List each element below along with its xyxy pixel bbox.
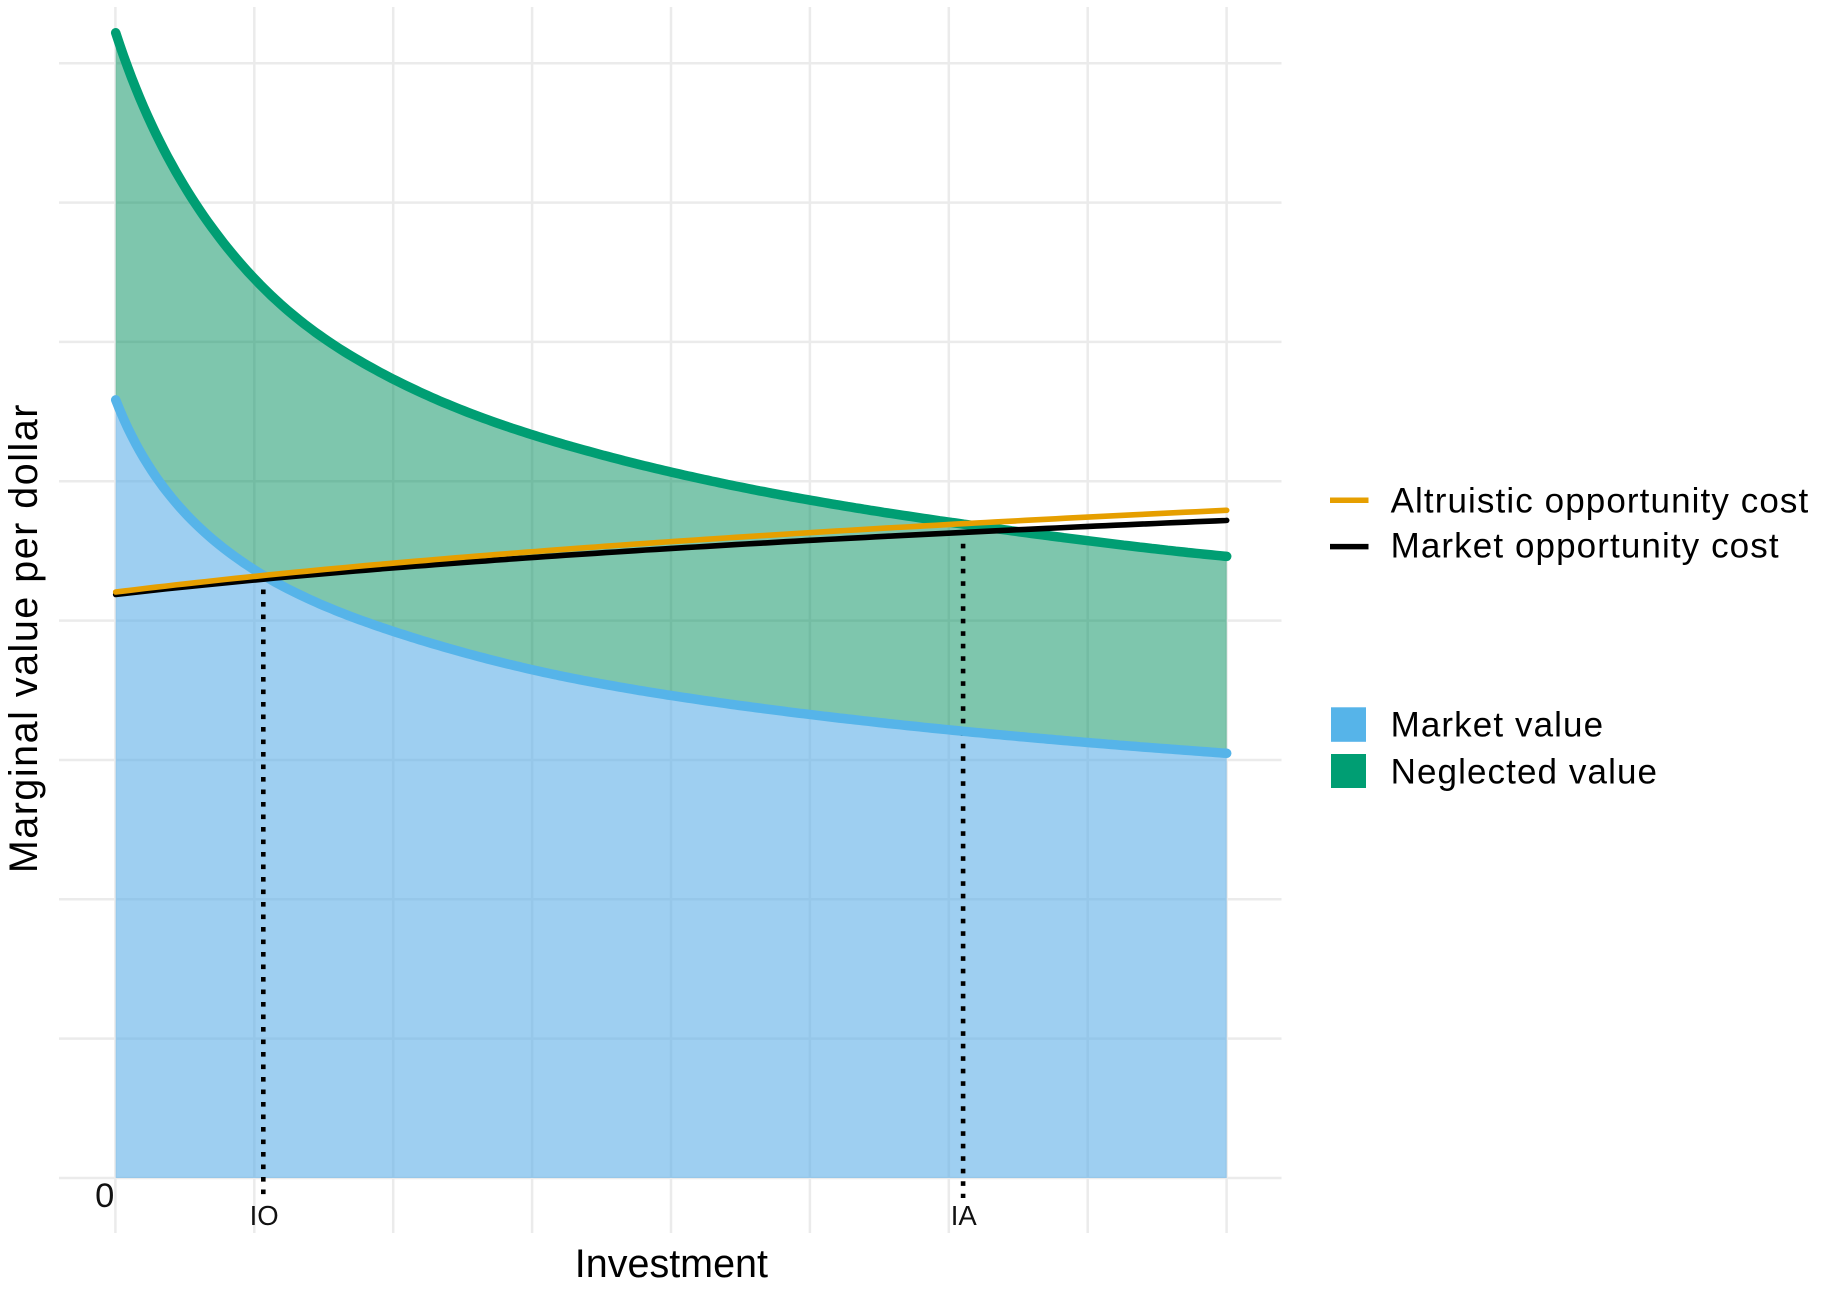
svg-text:Market value: Market value [1391, 706, 1605, 745]
svg-text:Market opportunity cost: Market opportunity cost [1391, 527, 1780, 566]
svg-text:0: 0 [95, 1177, 114, 1215]
svg-text:Altruistic opportunity cost: Altruistic opportunity cost [1391, 482, 1810, 521]
svg-text:Neglected value: Neglected value [1391, 752, 1659, 791]
svg-text:IO: IO [250, 1200, 279, 1231]
svg-text:Investment: Investment [575, 1242, 768, 1286]
svg-text:Marginal value per dollar: Marginal value per dollar [2, 403, 46, 873]
svg-text:IA: IA [951, 1200, 978, 1231]
